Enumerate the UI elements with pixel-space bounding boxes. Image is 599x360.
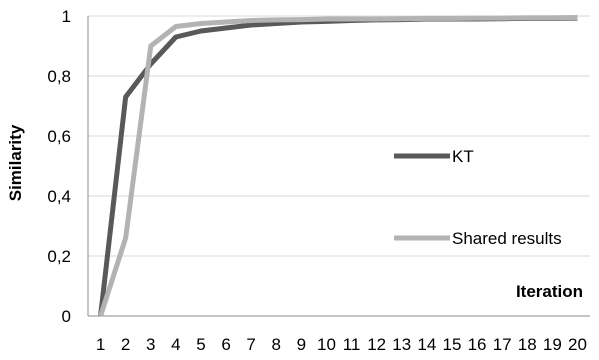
x-tick-label: 7: [246, 335, 255, 354]
legend-label: Shared results: [452, 229, 562, 248]
x-tick-label: 13: [392, 335, 411, 354]
y-tick-labels: 0 0,2 0,4 0,6 0,8 1: [47, 7, 71, 326]
legend: KT Shared results: [394, 147, 562, 248]
y-tick-label: 0,2: [47, 247, 71, 266]
x-tick-label: 10: [317, 335, 336, 354]
x-tick-label: 17: [493, 335, 512, 354]
x-tick-label: 20: [568, 335, 587, 354]
x-tick-label: 6: [221, 335, 230, 354]
series-line: [98, 15, 578, 317]
y-axis-title: Similarity: [6, 124, 25, 201]
x-tick-label: 9: [297, 335, 306, 354]
x-tick-label: 15: [442, 335, 461, 354]
x-tick-label: 18: [518, 335, 537, 354]
x-tick-label: 14: [417, 335, 436, 354]
x-tick-label: 3: [146, 335, 155, 354]
x-tick-labels: 1 2 3 4 5 6 7 8 9 10 11 12 13 14 15 16 17 18 19 20: [96, 335, 587, 354]
x-tick-label: 19: [543, 335, 562, 354]
x-tick-label: 12: [367, 335, 386, 354]
y-tick-label: 1: [62, 7, 71, 26]
series-line: [98, 15, 578, 317]
series-lines: [98, 15, 578, 317]
y-tick-label: 0: [62, 307, 71, 326]
x-axis-title: Iteration: [516, 282, 583, 301]
x-tick-label: 1: [96, 335, 105, 354]
y-tick-label: 0,6: [47, 127, 71, 146]
y-tick-label: 0,8: [47, 67, 71, 86]
x-tick-label: 5: [196, 335, 205, 354]
x-tick-label: 16: [468, 335, 487, 354]
y-tick-label: 0,4: [47, 187, 71, 206]
x-tick-label: 11: [343, 335, 361, 354]
x-tick-label: 4: [171, 335, 180, 354]
legend-label: KT: [452, 147, 474, 166]
x-tick-label: 8: [272, 335, 281, 354]
x-tick-label: 2: [121, 335, 130, 354]
gridlines: [88, 15, 590, 257]
